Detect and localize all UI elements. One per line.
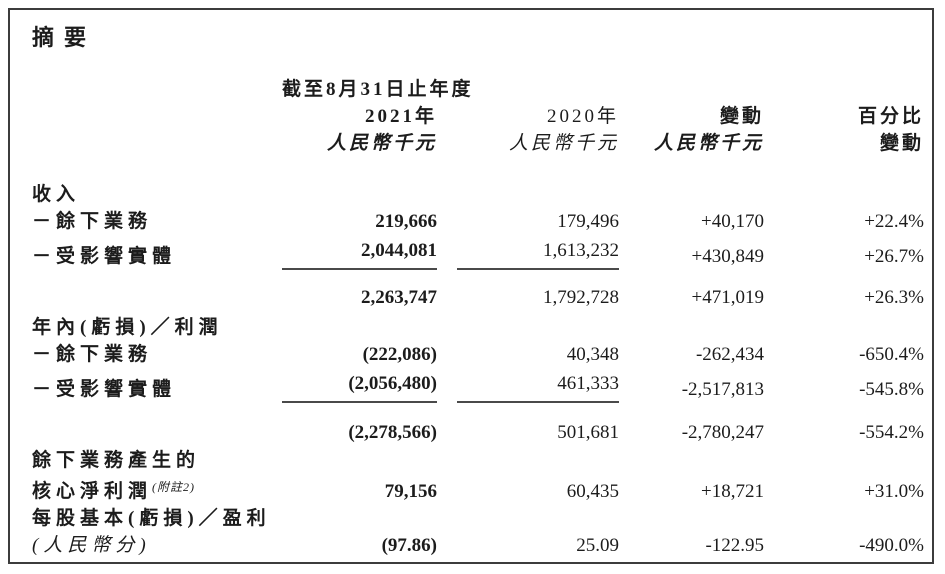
value-pct: -554.2%	[859, 422, 925, 443]
value-2020: 1,613,232	[437, 235, 620, 270]
unit-header-row: 人民幣千元 人民幣千元 人民幣千元 變動	[32, 130, 924, 157]
spacer-row	[32, 157, 924, 181]
subtotal-rule	[457, 268, 620, 270]
empty-cell	[32, 130, 282, 157]
value-text: 461,333	[557, 373, 620, 394]
row-label: 年內(虧損)／利潤	[32, 317, 223, 338]
row-label: 每股基本(虧損)／盈利	[32, 508, 271, 529]
value-change: -122.95	[705, 535, 765, 556]
row-label: －餘下業務	[32, 211, 153, 232]
spacer-row	[32, 403, 924, 419]
period-header-row: 截至8月31日止年度	[32, 76, 924, 103]
value-pct: -490.0%	[859, 535, 925, 556]
table-row-core-net-profit: 核心淨利潤(附註2) 79,156 60,435 +18,721 +31.0%	[32, 474, 924, 505]
value-change: -262,434	[695, 344, 765, 365]
value-change: +471,019	[691, 287, 765, 308]
period-header: 截至8月31日止年度	[282, 79, 474, 100]
value-2020: 501,681	[557, 422, 620, 443]
footnote-ref: (附註2)	[152, 480, 196, 494]
financial-summary-table: 截至8月31日止年度 2021年 2020年 變動 百分比 人民幣千元 人民幣千…	[32, 76, 924, 559]
table-row-affected-entities-pl: －受影響實體 (2,056,480) 461,333 -2,517,813 -5…	[32, 368, 924, 403]
value-text: 1,613,232	[543, 240, 620, 261]
table-row-remaining-business-pl: －餘下業務 (222,086) 40,348 -262,434 -650.4%	[32, 341, 924, 368]
value-2021: (97.86)	[381, 535, 437, 556]
section-row-eps-line1: 每股基本(虧損)／盈利	[32, 505, 924, 532]
value-change: +18,721	[701, 481, 765, 502]
row-label: 餘下業務產生的	[32, 450, 201, 471]
value-2020: 461,333	[437, 368, 620, 403]
row-label: －餘下業務	[32, 344, 153, 365]
value-2020: 60,435	[566, 481, 620, 502]
row-label: －受影響實體	[32, 246, 177, 267]
value-pct: +31.0%	[864, 481, 925, 502]
value-change: +430,849	[691, 246, 765, 267]
table-row-remaining-business: －餘下業務 219,666 179,496 +40,170 +22.4%	[32, 208, 924, 235]
unit-change: 人民幣千元	[654, 133, 765, 154]
value-2021: 2,263,747	[361, 287, 437, 308]
value-2021: (2,056,480)	[282, 368, 437, 403]
col-header-pct-line2: 變動	[880, 133, 925, 154]
table-row-revenue-total: 2,263,747 1,792,728 +471,019 +26.3%	[32, 284, 924, 311]
value-text: 2,044,081	[361, 240, 437, 261]
empty-cell	[32, 103, 282, 130]
value-2021: 79,156	[384, 481, 437, 502]
value-2021: 219,666	[375, 211, 437, 232]
value-pct: -650.4%	[859, 344, 925, 365]
unit-2020: 人民幣千元	[509, 133, 620, 154]
value-2020: 25.09	[576, 535, 620, 556]
row-label	[32, 419, 282, 446]
value-2020: 40,348	[566, 344, 620, 365]
empty-cell	[764, 76, 924, 103]
spacer-row	[32, 270, 924, 284]
row-label-text: 核心淨利潤	[32, 481, 153, 502]
value-2021: (222,086)	[362, 344, 437, 365]
page-title: 摘要	[32, 25, 97, 50]
value-pct: -545.8%	[859, 379, 925, 400]
row-label: 收入	[32, 184, 81, 205]
col-header-2021: 2021年	[364, 106, 437, 127]
value-2021: (2,278,566)	[348, 422, 437, 443]
section-row-core-profit-line1: 餘下業務產生的	[32, 447, 924, 474]
value-pct: +26.7%	[864, 246, 925, 267]
table-header: 截至8月31日止年度 2021年 2020年 變動 百分比 人民幣千元 人民幣千…	[32, 76, 924, 157]
year-header-row: 2021年 2020年 變動 百分比	[32, 103, 924, 130]
table-row-affected-entities: －受影響實體 2,044,081 1,613,232 +430,849 +26.…	[32, 235, 924, 270]
value-change: -2,780,247	[681, 422, 765, 443]
table-row-eps: (人民幣分) (97.86) 25.09 -122.95 -490.0%	[32, 532, 924, 559]
unit-2021: 人民幣千元	[326, 133, 437, 154]
value-text: (2,056,480)	[348, 373, 437, 394]
row-label: 核心淨利潤(附註2)	[32, 474, 282, 505]
row-label: －受影響實體	[32, 379, 177, 400]
page-frame: 摘要 截至8月31日止年度 2021年 2020年 變動 百分比 人民幣千元	[8, 8, 934, 564]
empty-cell	[619, 76, 764, 103]
subtotal-rule	[457, 401, 620, 403]
table-body: 收入 －餘下業務 219,666 179,496 +40,170 +22.4% …	[32, 157, 924, 559]
col-header-2020: 2020年	[547, 106, 620, 127]
empty-cell	[32, 76, 282, 103]
value-2021: 2,044,081	[282, 235, 437, 270]
value-2020: 1,792,728	[543, 287, 620, 308]
value-change: +40,170	[701, 211, 765, 232]
section-row-profit-loss: 年內(虧損)／利潤	[32, 314, 924, 341]
value-pct: +22.4%	[864, 211, 925, 232]
col-header-change: 變動	[720, 106, 765, 127]
row-label: (人民幣分)	[32, 535, 151, 556]
value-change: -2,517,813	[681, 379, 765, 400]
value-2020: 179,496	[557, 211, 620, 232]
value-pct: +26.3%	[864, 287, 925, 308]
col-header-pct-line1: 百分比	[858, 106, 925, 127]
table-row-pl-total: (2,278,566) 501,681 -2,780,247 -554.2%	[32, 419, 924, 446]
subtotal-rule	[282, 268, 437, 270]
row-label	[32, 284, 282, 311]
subtotal-rule	[282, 401, 437, 403]
section-row-revenue: 收入	[32, 181, 924, 208]
